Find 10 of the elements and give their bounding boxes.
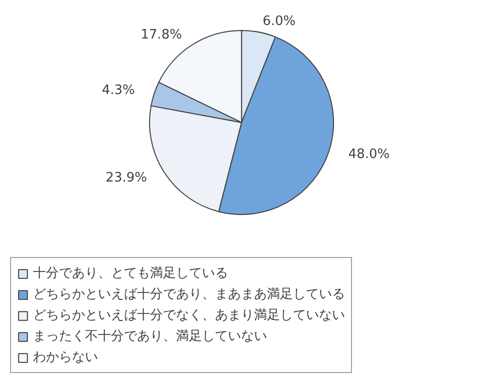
data-label: 17.8% <box>140 28 182 43</box>
legend-label: まったく不十分であり、満足していない <box>33 328 267 345</box>
legend-label: 十分であり、とても満足している <box>33 265 228 282</box>
legend-label: どちらかといえば十分であり、まあまあ満足している <box>33 286 345 303</box>
legend-label: どちらかといえば十分でなく、あまり満足していない <box>33 307 345 324</box>
data-label: 48.0% <box>348 146 390 162</box>
data-label: 4.3% <box>102 82 135 98</box>
legend-label: わからない <box>33 349 98 366</box>
data-label: 23.9% <box>106 170 147 186</box>
data-label: 6.0% <box>262 14 296 29</box>
